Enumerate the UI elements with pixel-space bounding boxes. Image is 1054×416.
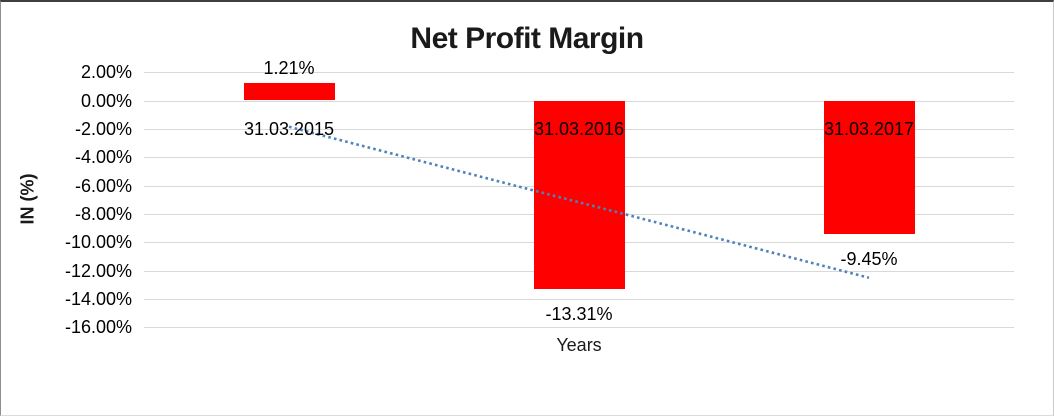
bar-value-label: -13.31%: [545, 304, 613, 325]
y-axis-tick-label: 0.00%: [80, 90, 132, 111]
gridline: [144, 72, 1014, 74]
bar: [243, 83, 335, 101]
gridline: [144, 327, 1014, 329]
chart-title: Net Profit Margin: [410, 22, 644, 55]
x-axis-title: Years: [556, 335, 602, 355]
y-axis-tick-label: -8.00%: [74, 203, 132, 224]
y-axis-tick-label: -2.00%: [74, 118, 132, 139]
y-axis-tick-label: -16.00%: [64, 317, 132, 338]
y-axis-tick-label: -12.00%: [64, 260, 132, 281]
y-axis-tick-label: -6.00%: [74, 175, 132, 196]
gridline: [144, 298, 1014, 300]
category-label: 31.03.2016: [533, 118, 625, 139]
bar-value-label: 1.21%: [263, 58, 315, 79]
category-label: 31.03.2017: [823, 118, 915, 139]
y-axis-tick-label: -4.00%: [74, 147, 132, 168]
y-axis-tick-label: -10.00%: [64, 232, 132, 253]
category-label: 31.03.2015: [243, 118, 335, 139]
y-axis-tick-label: -14.00%: [64, 288, 132, 309]
y-axis-tick-label: 2.00%: [80, 62, 132, 83]
bar-value-label: -9.45%: [840, 249, 898, 270]
